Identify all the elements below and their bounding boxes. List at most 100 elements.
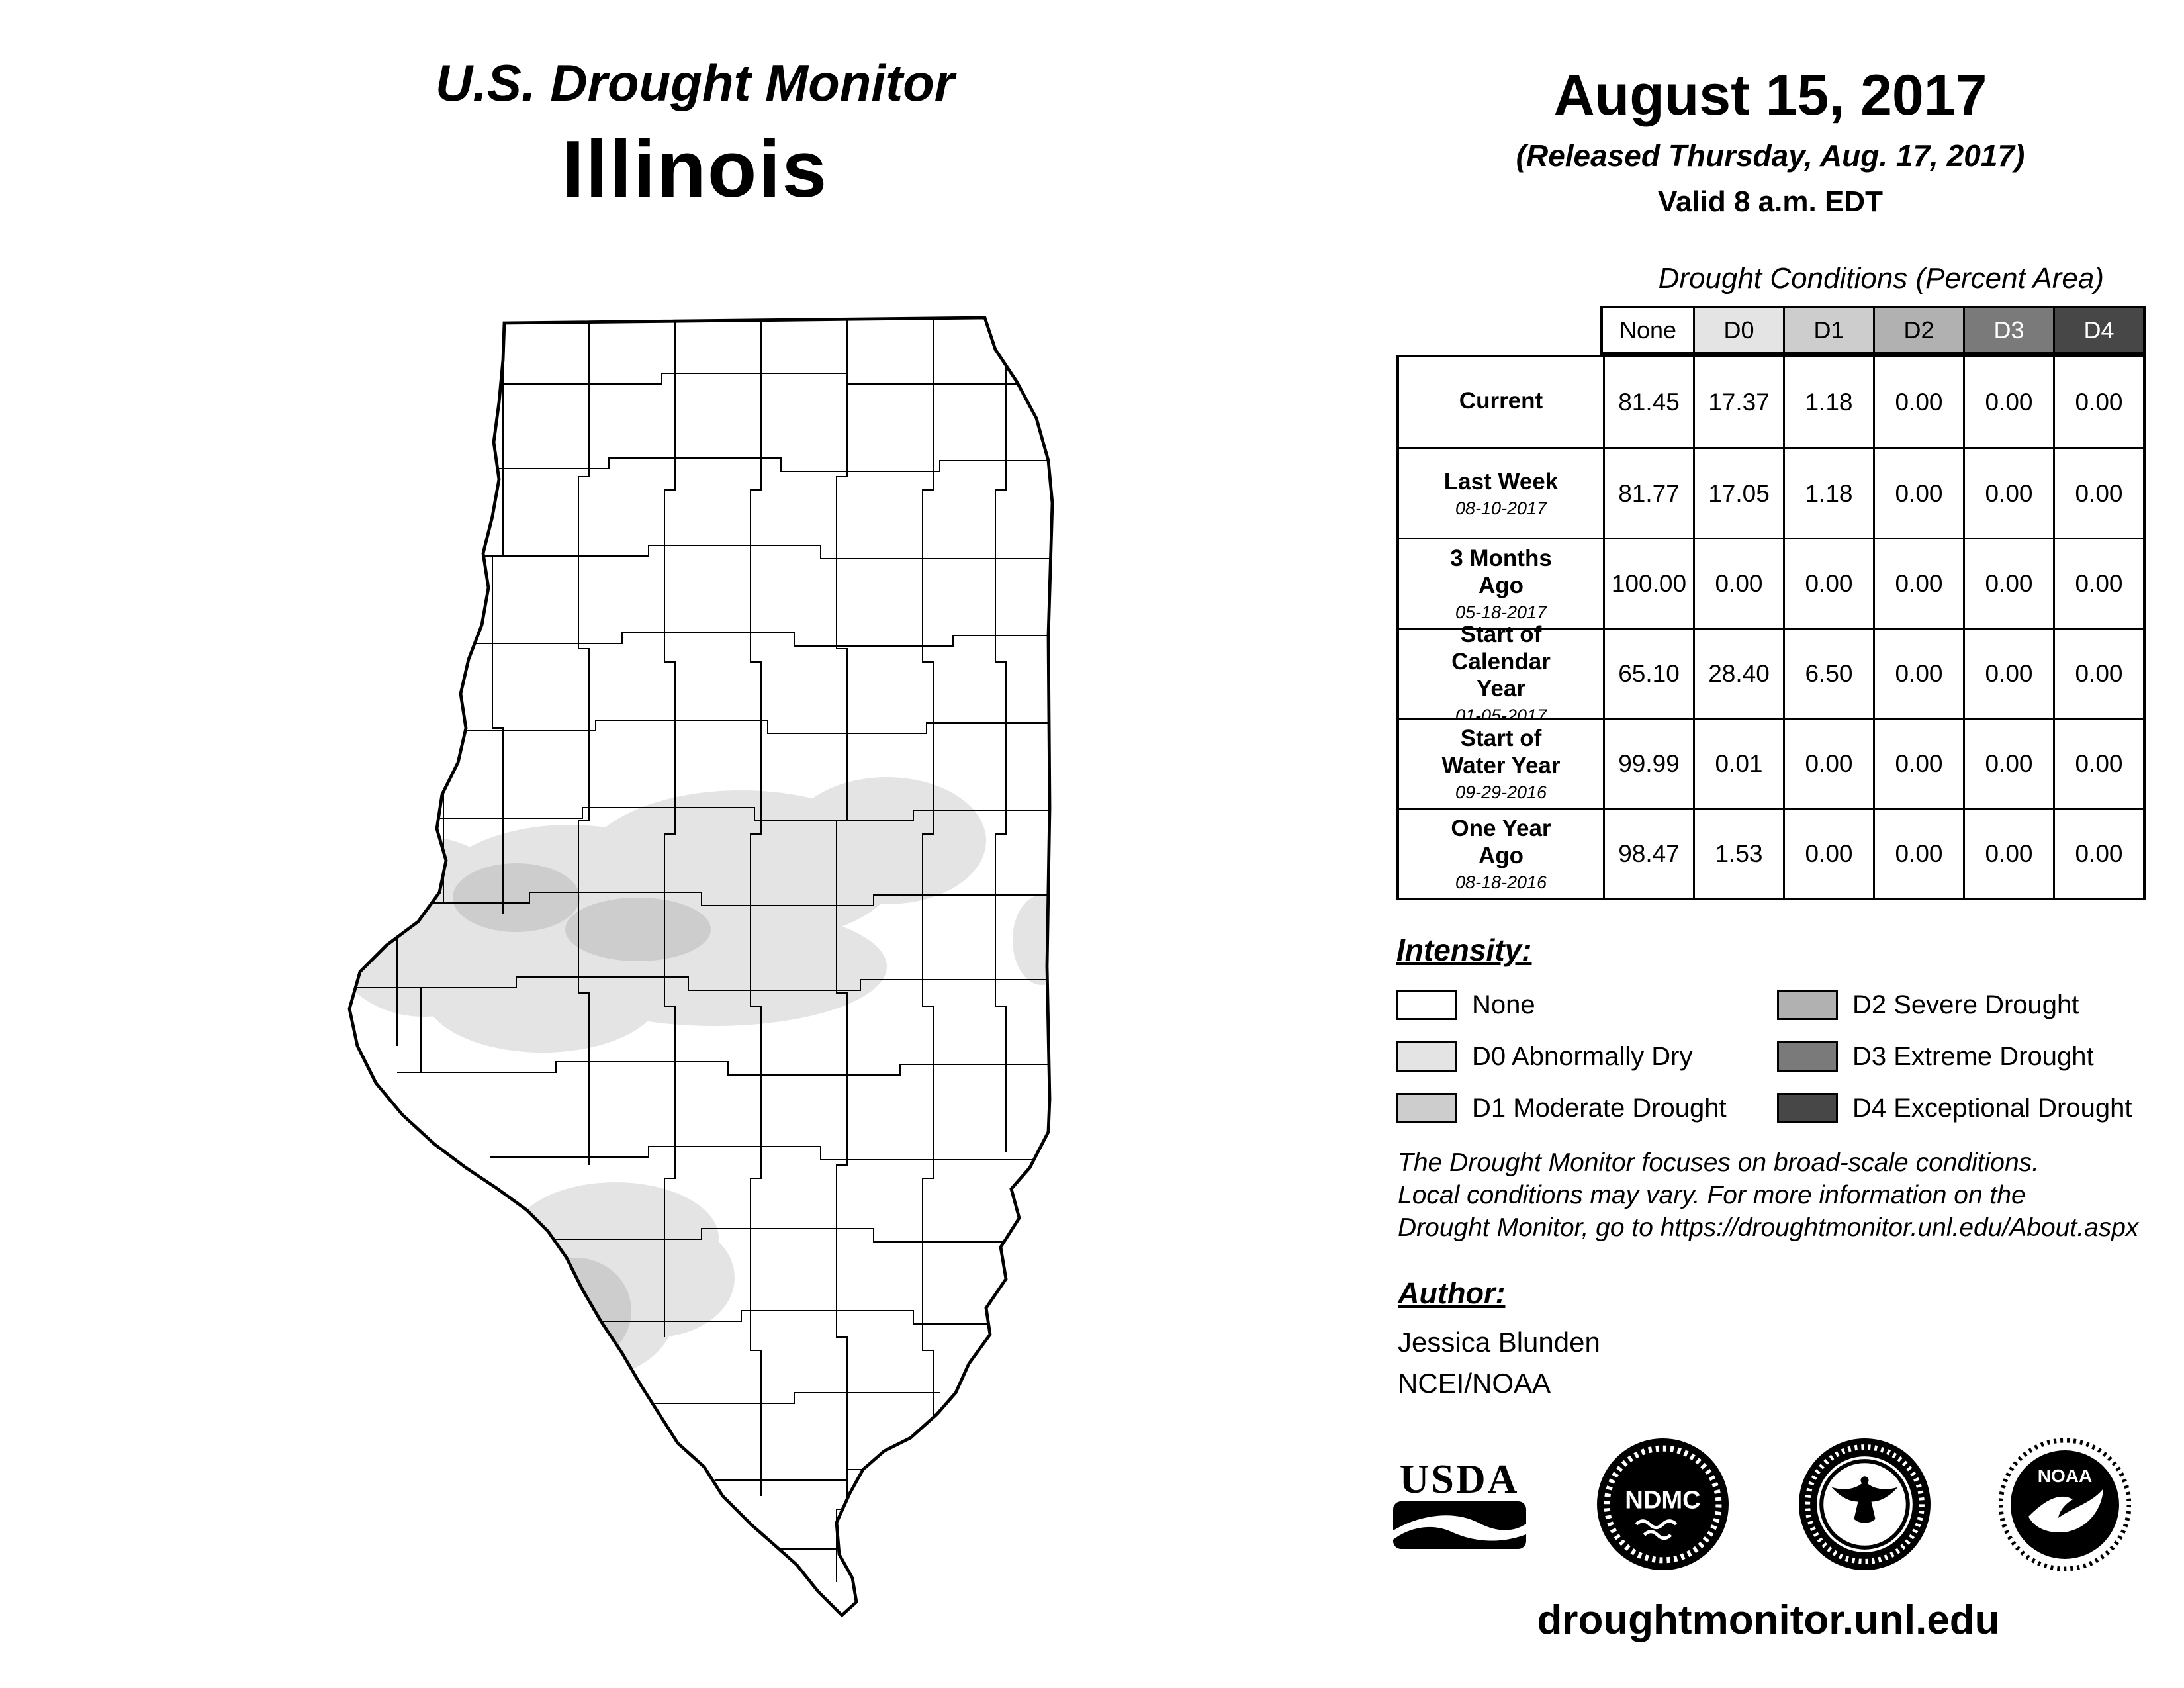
column-header-d3: D3: [1963, 308, 2053, 352]
author-name: Jessica Blunden: [1398, 1327, 1600, 1358]
legend-swatch-d4: [1777, 1093, 1838, 1123]
agency-logos: USDA NDMC NOAA: [1390, 1436, 2131, 1572]
cell-value: 0.00: [1873, 357, 1963, 447]
region-title: Illinois: [561, 124, 829, 214]
released-date: (Released Thursday, Aug. 17, 2017): [1516, 138, 2025, 173]
table-header-row: None D0 D1 D2 D3 D4: [1600, 306, 2146, 355]
row-date: 08-10-2017: [1455, 498, 1547, 518]
cell-value: 81.45: [1603, 357, 1693, 447]
cell-value: 0.00: [1873, 628, 1963, 718]
cell-value: 0.00: [2053, 808, 2143, 898]
table-body: Current 81.45 17.37 1.18 0.00 0.00 0.00 …: [1396, 355, 2146, 900]
cell-value: 0.00: [2053, 628, 2143, 718]
row-label: One Year Ago: [1451, 815, 1551, 868]
row-date: 08-18-2016: [1455, 872, 1547, 892]
cell-value: 98.47: [1603, 808, 1693, 898]
cell-value: 0.00: [1963, 718, 2053, 808]
row-label: Last Week: [1443, 469, 1559, 494]
valid-time: Valid 8 a.m. EDT: [1658, 185, 1883, 218]
eagle-icon: [1831, 1480, 1898, 1523]
cell-value: 81.77: [1603, 447, 1693, 538]
cell-value: 0.00: [1963, 628, 2053, 718]
illinois-map: [318, 305, 1092, 1645]
title-block: U.S. Drought Monitor Illinois: [278, 53, 1112, 215]
cell-value: 0.00: [2053, 538, 2143, 628]
noaa-bird-icon: [2028, 1488, 2103, 1532]
cell-value: 65.10: [1603, 628, 1693, 718]
svg-text:NDMC: NDMC: [1625, 1486, 1701, 1515]
cell-value: 1.53: [1693, 808, 1783, 898]
author-org: NCEI/NOAA: [1398, 1368, 1551, 1399]
disclaimer-line: Drought Monitor, go to https://droughtmo…: [1398, 1213, 2139, 1242]
cell-value: 0.00: [1873, 718, 1963, 808]
legend-item-d1: D1 Moderate Drought: [1396, 1091, 1777, 1125]
cell-value: 0.00: [2053, 447, 2143, 538]
cell-value: 0.00: [1783, 808, 1873, 898]
table-title: Drought Conditions (Percent Area): [1658, 262, 2104, 295]
legend-swatch-none: [1396, 990, 1457, 1020]
ndmc-logo: NDMC: [1597, 1438, 1729, 1570]
commerce-logo: [1799, 1438, 1931, 1570]
map-date: August 15, 2017: [1553, 64, 1987, 127]
footer-url: droughtmonitor.unl.edu: [1537, 1597, 2000, 1643]
disclaimer-line: Local conditions may vary. For more info…: [1398, 1181, 2026, 1209]
cell-value: 17.05: [1693, 447, 1783, 538]
cell-value: 17.37: [1693, 357, 1783, 447]
usda-logo-mark: [1392, 1501, 1526, 1549]
cell-value: 0.00: [1963, 447, 2053, 538]
column-header-d2: D2: [1873, 308, 1963, 352]
column-header-none: None: [1603, 308, 1693, 352]
intensity-legend: Intensity: None D0 Abnormally Dry D1 Mod…: [1396, 932, 2132, 1125]
column-header-d4: D4: [2053, 308, 2143, 352]
legend-swatch-d2: [1777, 990, 1838, 1020]
legend-item-d2: D2 Severe Drought: [1777, 988, 2132, 1022]
date-block: August 15, 2017 (Released Thursday, Aug.…: [1403, 63, 2138, 218]
product-title: U.S. Drought Monitor: [435, 54, 955, 112]
legend-item-d3: D3 Extreme Drought: [1777, 1039, 2132, 1074]
column-header-d0: D0: [1693, 308, 1783, 352]
row-label: 3 Months Ago: [1450, 545, 1552, 598]
cell-value: 99.99: [1603, 718, 1693, 808]
column-header-d1: D1: [1783, 308, 1873, 352]
row-label: Start of Water Year: [1441, 725, 1561, 778]
disclaimer: The Drought Monitor focuses on broad-sca…: [1398, 1147, 2138, 1244]
cell-value: 0.00: [2053, 357, 2143, 447]
cell-value: 0.00: [1693, 538, 1783, 628]
cell-value: 0.00: [1963, 808, 2053, 898]
cell-value: 0.00: [1963, 357, 2053, 447]
cell-value: 0.00: [1873, 538, 1963, 628]
cell-value: 0.01: [1693, 718, 1783, 808]
row-label: Start of Calendar Year: [1451, 622, 1551, 702]
cell-value: 0.00: [1873, 808, 1963, 898]
disclaimer-line: The Drought Monitor focuses on broad-sca…: [1398, 1149, 2040, 1177]
state-outline: [347, 316, 1054, 1618]
legend-swatch-d0: [1396, 1041, 1457, 1072]
cell-value: 6.50: [1783, 628, 1873, 718]
cell-value: 1.18: [1783, 357, 1873, 447]
cell-value: 0.00: [2053, 718, 2143, 808]
row-date: 05-18-2017: [1455, 602, 1547, 622]
noaa-logo: NOAA: [1999, 1438, 2131, 1571]
cell-value: 100.00: [1603, 538, 1693, 628]
cell-value: 0.00: [1783, 538, 1873, 628]
cell-value: 0.00: [1783, 718, 1873, 808]
legend-item-none: None: [1396, 988, 1777, 1022]
legend-title: Intensity:: [1396, 933, 1532, 967]
legend-swatch-d3: [1777, 1041, 1838, 1072]
usda-logo: USDA: [1390, 1459, 1529, 1550]
author-heading: Author:: [1398, 1276, 1506, 1310]
usda-logo-text: USDA: [1399, 1456, 1520, 1502]
legend-item-d0: D0 Abnormally Dry: [1396, 1039, 1777, 1074]
drought-conditions-table: None D0 D1 D2 D3 D4 Current 81.45 17.37 …: [1396, 306, 2146, 900]
legend-item-d4: D4 Exceptional Drought: [1777, 1091, 2132, 1125]
row-label: Current: [1459, 388, 1543, 414]
legend-swatch-d1: [1396, 1093, 1457, 1123]
cell-value: 0.00: [1873, 447, 1963, 538]
cell-value: 1.18: [1783, 447, 1873, 538]
cell-value: 28.40: [1693, 628, 1783, 718]
svg-text:NOAA: NOAA: [2038, 1466, 2092, 1486]
author-block: Author: Jessica Blunden NCEI/NOAA: [1398, 1276, 1600, 1399]
row-date: 09-29-2016: [1455, 782, 1547, 802]
cell-value: 0.00: [1963, 538, 2053, 628]
